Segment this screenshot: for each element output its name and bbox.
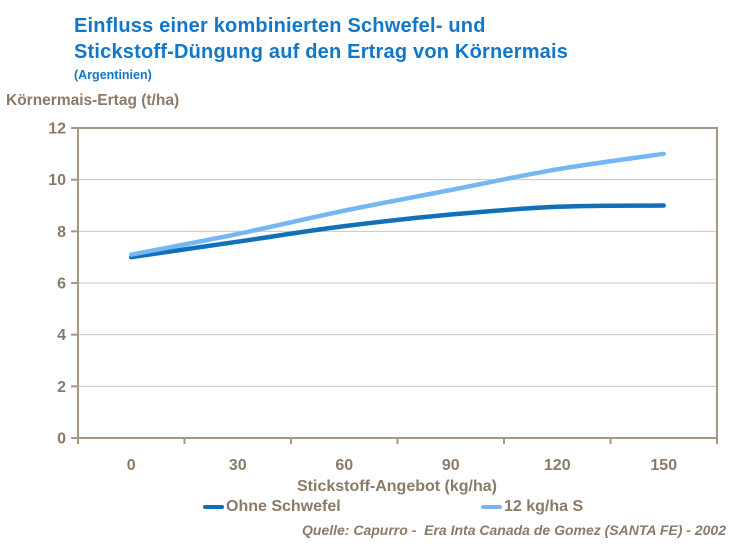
legend-label-ohne-schwefel: Ohne Schwefel: [226, 497, 341, 515]
y-tick-label: 0: [57, 431, 66, 448]
y-tick-label: 8: [57, 224, 66, 241]
chart-subtitle: (Argentinien): [74, 68, 152, 82]
legend-item-12-kg-ha-s: 12 kg/ha S: [481, 497, 583, 516]
legend-line-swatch-light-blue: [481, 504, 502, 509]
y-tick-label: 6: [57, 276, 66, 293]
y-axis-title: Körnermais-Ertag (t/ha): [6, 92, 180, 109]
x-axis-title: Stickstoff-Angebot (kg/ha): [297, 478, 497, 495]
y-tick-label: 2: [57, 379, 66, 396]
legend-label-12-kg-ha-s: 12 kg/ha S: [504, 497, 584, 515]
x-tick-label: 30: [229, 457, 247, 474]
series-line-ohne-schwefel: [129, 203, 666, 260]
chart-title-line2: Stickstoff-Düngung auf den Ertrag von Kö…: [74, 41, 569, 63]
x-tick-label: 120: [544, 457, 571, 474]
chart-title-line1: Einfluss einer kombinierten Schwefel- un…: [74, 15, 486, 37]
x-tick-label: 90: [442, 457, 460, 474]
legend-line-swatch-dark-blue: [203, 504, 224, 509]
y-tick-label: 4: [57, 327, 66, 344]
y-tick-label: 12: [48, 121, 66, 138]
y-tick-label: 10: [48, 172, 66, 189]
x-tick-label: 150: [650, 457, 677, 474]
source-note: Quelle: Capurro - Era Inta Canada de Gom…: [302, 522, 726, 538]
chart-title: Einfluss einer kombinierten Schwefel- un…: [74, 13, 568, 83]
series-line-12-kg-ha-s: [129, 151, 666, 257]
x-tick-label: 60: [335, 457, 353, 474]
legend-item-ohne-schwefel: Ohne Schwefel: [203, 497, 341, 516]
x-tick-label: 0: [127, 457, 136, 474]
